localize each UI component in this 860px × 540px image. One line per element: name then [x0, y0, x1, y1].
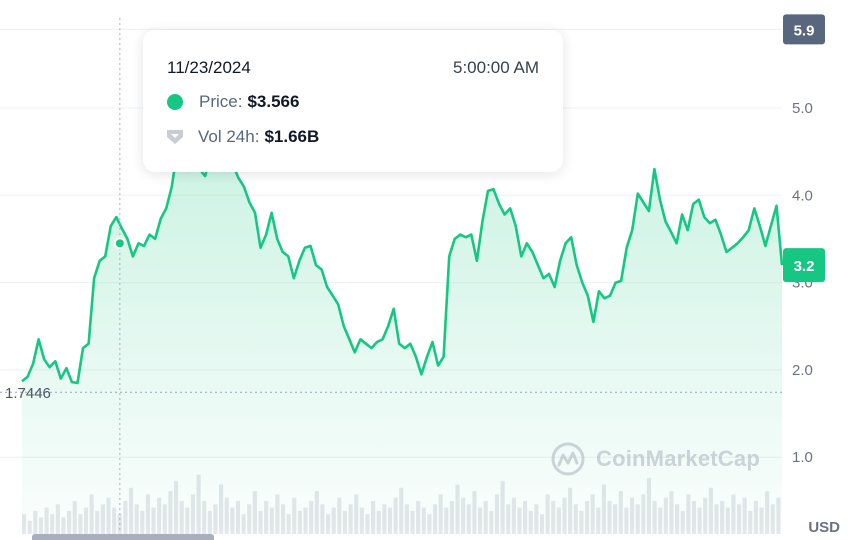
time-range-scrollbar[interactable]	[32, 534, 214, 540]
y-tick-label: 1.0	[792, 449, 813, 466]
tooltip-time: 5:00:00 AM	[452, 58, 539, 77]
max-price-badge: 5.9	[783, 14, 825, 45]
coinmarketcap-logo-icon	[551, 442, 585, 476]
coinmarketcap-watermark: CoinMarketCap	[550, 441, 760, 477]
price-tooltip: 11/23/2024 5:00:00 AM Price: $3.566 Vol …	[143, 30, 563, 172]
volume-shield-icon	[167, 130, 183, 144]
y-tick-label: 2.0	[792, 362, 813, 379]
tooltip-price-value: $3.566	[247, 92, 300, 111]
y-tick-label: 5.0	[792, 100, 813, 117]
min-price-label: 1.7446	[5, 385, 51, 402]
tooltip-volume-value: $1.66B	[264, 127, 320, 146]
tooltip-volume-label: Vol 24h:	[198, 127, 260, 146]
tooltip-price-label: Price:	[199, 92, 243, 111]
price-line	[21, 146, 784, 385]
currency-label: USD	[808, 519, 840, 536]
y-tick-label: 4.0	[792, 187, 813, 204]
y-axis: 1.02.03.04.05.0	[792, 100, 813, 466]
price-dot-icon	[167, 94, 183, 110]
current-price-value: 3.2	[794, 258, 815, 275]
tooltip-date: 11/23/2024	[167, 58, 251, 77]
tooltip-price-row: Price: $3.566	[167, 92, 299, 112]
max-price-value: 5.9	[794, 22, 815, 39]
price-area	[22, 147, 782, 531]
tooltip-volume-row: Vol 24h: $1.66B	[167, 127, 319, 147]
current-price-badge: 3.2	[783, 248, 825, 283]
hover-point	[113, 237, 126, 250]
watermark-text: CoinMarketCap	[596, 446, 760, 471]
